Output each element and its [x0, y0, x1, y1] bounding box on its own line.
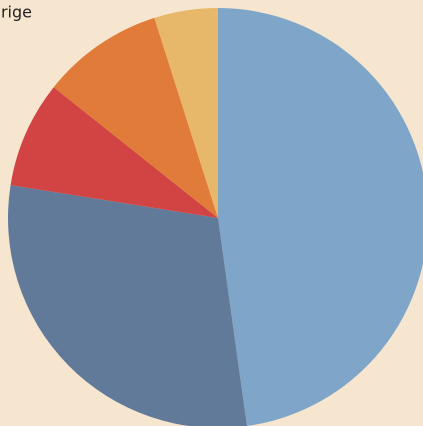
pie-slice [154, 8, 218, 218]
pie-slice [10, 87, 218, 218]
slice-label: rige [1, 3, 32, 22]
pie-slice [8, 185, 247, 426]
pie-slice [53, 17, 218, 218]
pie-slice [218, 8, 423, 426]
